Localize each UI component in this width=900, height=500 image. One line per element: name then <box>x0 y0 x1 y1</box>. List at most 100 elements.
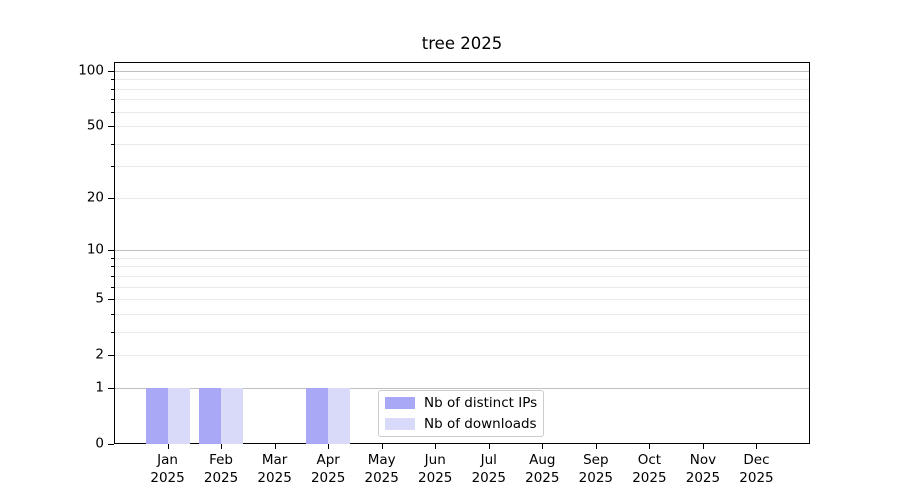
x-tick-mark <box>756 444 758 449</box>
y-gridline-minor <box>115 79 809 81</box>
x-tick-year: 2025 <box>203 469 239 486</box>
x-tick-label: Sep 2025 <box>579 452 613 487</box>
y-tick-label: 1 <box>95 379 104 396</box>
bar-distinct-ips <box>199 387 222 444</box>
x-tick-year: 2025 <box>578 469 614 486</box>
legend-swatch-downloads <box>385 418 415 430</box>
x-tick-mark <box>488 444 490 449</box>
x-tick-label: Apr 2025 <box>311 452 345 487</box>
y-minor-tick-mark <box>111 88 114 90</box>
legend-label-distinct-ips: Nb of distinct IPs <box>424 395 538 411</box>
y-tick-label: 100 <box>78 62 104 79</box>
x-tick-year: 2025 <box>418 469 453 486</box>
y-gridline-minor <box>115 166 809 168</box>
x-tick-month: Apr <box>316 452 340 468</box>
y-gridline-major <box>115 70 809 72</box>
x-tick-mark <box>649 444 651 449</box>
y-minor-tick-mark <box>111 99 114 101</box>
x-tick-mark <box>595 444 597 449</box>
x-tick-year: 2025 <box>525 469 560 486</box>
x-tick-year: 2025 <box>257 469 292 486</box>
x-tick-month: Feb <box>209 452 234 468</box>
bar-distinct-ips <box>145 387 168 444</box>
legend-swatch-distinct-ips <box>385 397 415 409</box>
y-minor-tick-mark <box>111 275 114 277</box>
y-minor-tick-mark <box>111 166 114 168</box>
y-tick-label: 20 <box>86 189 104 206</box>
y-minor-tick-mark <box>111 79 114 81</box>
y-tick-mark <box>108 70 114 72</box>
x-tick-mark <box>167 444 169 449</box>
y-gridline-minor <box>115 313 809 315</box>
y-minor-tick-mark <box>111 126 114 128</box>
y-tick-label: 50 <box>86 117 104 134</box>
y-tick-label: 5 <box>95 290 104 307</box>
x-tick-mark <box>702 444 704 449</box>
x-tick-mark <box>221 444 223 449</box>
y-gridline-minor <box>115 111 809 113</box>
y-minor-tick-mark <box>111 197 114 199</box>
y-minor-tick-mark <box>111 286 114 288</box>
x-tick-year: 2025 <box>632 469 667 486</box>
x-tick-month: Jul <box>480 452 497 468</box>
chart-title: tree 2025 <box>421 34 503 53</box>
x-tick-mark <box>435 444 437 449</box>
plot-area <box>114 62 810 444</box>
x-tick-year: 2025 <box>364 469 399 486</box>
legend: Nb of distinct IPs Nb of downloads <box>378 390 544 437</box>
x-tick-label: Nov 2025 <box>686 452 720 487</box>
legend-item-downloads: Nb of downloads <box>385 416 537 432</box>
y-tick-mark <box>108 387 114 389</box>
x-tick-month: Jun <box>424 452 446 468</box>
x-tick-year: 2025 <box>739 469 774 486</box>
x-tick-label: Dec 2025 <box>739 452 773 487</box>
y-gridline-major <box>115 387 809 389</box>
x-tick-label: Jan 2025 <box>150 452 184 487</box>
x-tick-month: Jan <box>157 452 178 468</box>
x-tick-label: Jul 2025 <box>472 452 506 487</box>
x-tick-month: Oct <box>637 452 662 468</box>
x-tick-month: Dec <box>743 452 770 468</box>
x-tick-month: Mar <box>261 452 288 468</box>
legend-label-downloads: Nb of downloads <box>424 416 537 432</box>
y-gridline-major <box>115 250 809 252</box>
x-tick-mark <box>542 444 544 449</box>
y-gridline-minor <box>115 355 809 357</box>
y-tick-label: 10 <box>86 241 104 258</box>
x-tick-year: 2025 <box>310 469 346 486</box>
y-tick-label: 2 <box>95 346 104 363</box>
x-tick-mark <box>274 444 276 449</box>
x-tick-label: Jun 2025 <box>418 452 452 487</box>
x-tick-label: May 2025 <box>365 452 399 487</box>
x-tick-year: 2025 <box>150 469 185 486</box>
y-gridline-minor <box>115 331 809 333</box>
x-tick-label: Oct 2025 <box>632 452 666 487</box>
y-gridline-minor <box>115 286 809 288</box>
x-tick-label: Aug 2025 <box>525 452 559 487</box>
bar-downloads <box>167 387 190 444</box>
x-tick-month: Aug <box>529 452 556 468</box>
y-minor-tick-mark <box>111 299 114 301</box>
y-gridline-minor <box>115 299 809 301</box>
x-tick-year: 2025 <box>471 469 506 486</box>
bar-downloads <box>221 387 244 444</box>
y-minor-tick-mark <box>111 313 114 315</box>
y-tick-label: 0 <box>95 435 104 452</box>
x-tick-label: Feb 2025 <box>204 452 238 487</box>
x-tick-mark <box>328 444 330 449</box>
y-tick-mark <box>108 250 114 252</box>
legend-item-distinct-ips: Nb of distinct IPs <box>385 395 538 411</box>
y-gridline-minor <box>115 275 809 277</box>
y-gridline-minor <box>115 197 809 199</box>
y-minor-tick-mark <box>111 331 114 333</box>
x-tick-label: Mar 2025 <box>257 452 291 487</box>
y-minor-tick-mark <box>111 143 114 145</box>
x-tick-month: Nov <box>689 452 717 468</box>
x-tick-year: 2025 <box>685 469 721 486</box>
y-minor-tick-mark <box>111 355 114 357</box>
y-minor-tick-mark <box>111 266 114 268</box>
y-gridline-minor <box>115 99 809 101</box>
y-minor-tick-mark <box>111 257 114 259</box>
bar-distinct-ips <box>306 387 329 444</box>
